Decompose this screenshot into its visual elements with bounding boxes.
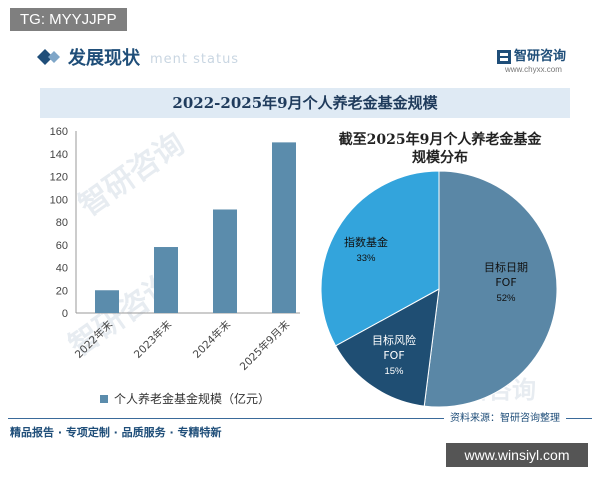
pie-slice-label: 目标风险: [372, 333, 416, 347]
y-tick-label: 140: [50, 149, 68, 161]
pie-slice: [320, 170, 440, 347]
y-tick-label: 0: [62, 308, 68, 320]
pie-slice-label: FOF: [495, 276, 516, 289]
y-tick-label: 20: [56, 285, 68, 297]
bar: [154, 247, 178, 313]
brand-logo-icon: [497, 50, 511, 64]
bar-chart-title: 2022-2025年9月个人养老金基金规模: [172, 94, 438, 112]
pie-title: 截至2025年9月个人养老金基金: [339, 131, 543, 148]
bar: [213, 209, 237, 313]
pie-slice-percent: 15%: [384, 366, 404, 377]
x-tick-label: 2024年末: [190, 318, 233, 361]
legend-label: 个人养老金基金规模（亿元）: [114, 391, 270, 406]
pie-slice-percent: 33%: [356, 253, 376, 264]
footer-divider: [8, 418, 592, 419]
y-tick-label: 40: [56, 263, 68, 275]
source-note: 资料来源：智研咨询整理: [444, 408, 566, 425]
legend-swatch: [100, 395, 108, 403]
y-tick-label: 100: [50, 194, 68, 206]
pie-slice-label: FOF: [383, 349, 404, 362]
pie-slice-percent: 52%: [496, 293, 516, 304]
x-tick-label: 2025年9月末: [237, 318, 292, 373]
footer-tagline: 精品报告 · 专项定制 · 品质服务 · 专精特新: [10, 426, 222, 439]
section-subtitle-watermark: ment status: [150, 52, 240, 67]
bar: [95, 290, 119, 313]
pie-title: 规模分布: [412, 149, 468, 166]
y-tick-label: 160: [50, 126, 68, 138]
pie-slice: [423, 170, 558, 408]
pie-slice-label: 目标日期: [484, 260, 528, 274]
diamond-icon: [37, 49, 60, 65]
pie-slice-label: 指数基金: [344, 235, 388, 249]
y-tick-label: 120: [50, 172, 68, 184]
pie-slice: [334, 288, 440, 407]
brand-name: 智研咨询: [514, 49, 567, 64]
title-band: [40, 88, 570, 118]
y-tick-label: 80: [56, 217, 68, 229]
x-tick-label: 2023年末: [131, 318, 174, 361]
section-title: 发展现状: [68, 48, 140, 69]
x-tick-label: 2022年末: [72, 318, 115, 361]
tg-badge: TG: MYYJJPP: [10, 8, 127, 31]
brand-url: www.chyxx.com: [505, 65, 562, 74]
y-tick-label: 60: [56, 240, 68, 252]
watermark-url-badge: www.winsiyl.com: [446, 443, 588, 467]
bar: [272, 142, 296, 313]
